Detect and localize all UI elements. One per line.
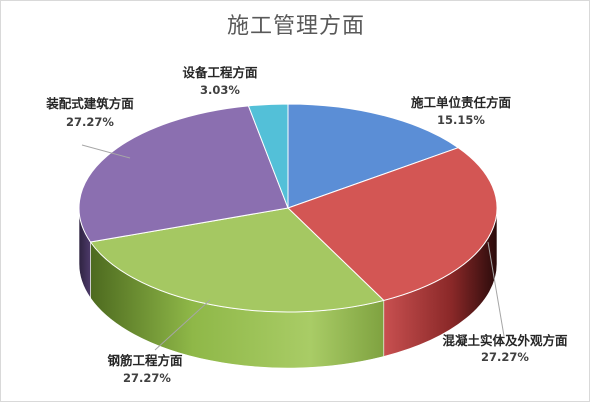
leader-zhuangpei bbox=[81, 144, 131, 159]
pct-gangjin: 27.27% bbox=[123, 371, 171, 385]
label-shebei: 设备工程方面 bbox=[182, 65, 258, 80]
slice-zhuangpei bbox=[78, 105, 289, 243]
pct-zhuangpei: 27.27% bbox=[66, 115, 114, 129]
label-zhuangpei: 装配式建筑方面 bbox=[45, 96, 134, 111]
label-hunningtu: 混凝土实体及外观方面 bbox=[442, 333, 568, 348]
label-shigong: 施工单位责任方面 bbox=[411, 95, 512, 110]
pct-shebei: 3.03% bbox=[200, 83, 240, 97]
leader-gangjin bbox=[154, 299, 211, 351]
slice-shigong bbox=[287, 103, 460, 209]
slice-hunningtu bbox=[287, 147, 498, 301]
chart-title: 施工管理方面 bbox=[226, 14, 365, 39]
label-gangjin: 钢筋工程方面 bbox=[107, 353, 183, 368]
slice-shebei bbox=[247, 103, 289, 209]
slice-gangjin bbox=[89, 207, 385, 313]
pct-shigong: 15.15% bbox=[437, 113, 485, 127]
leader-hunningtu bbox=[487, 241, 505, 337]
pct-hunningtu: 27.27% bbox=[481, 350, 529, 364]
